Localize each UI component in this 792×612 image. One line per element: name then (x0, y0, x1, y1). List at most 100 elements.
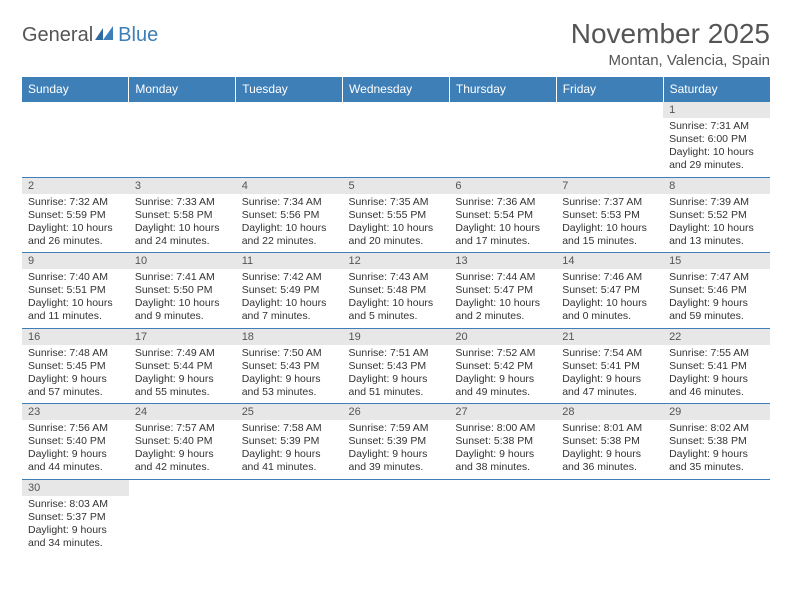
weekday-header: Wednesday (343, 77, 450, 102)
day-number-cell: 2 (22, 177, 129, 194)
weekday-header: Saturday (663, 77, 770, 102)
sunset-text: Sunset: 5:41 PM (669, 360, 764, 373)
sunrise-text: Sunrise: 7:31 AM (669, 120, 764, 133)
daylight-text: Daylight: 9 hours and 38 minutes. (455, 448, 550, 474)
day-number-cell: 9 (22, 253, 129, 270)
day-number-cell: 8 (663, 177, 770, 194)
sunset-text: Sunset: 5:41 PM (562, 360, 657, 373)
day-content-cell: Sunrise: 7:40 AMSunset: 5:51 PMDaylight:… (22, 269, 129, 328)
sunset-text: Sunset: 5:48 PM (349, 284, 444, 297)
daylight-text: Daylight: 10 hours and 11 minutes. (28, 297, 123, 323)
day-content-cell: Sunrise: 7:39 AMSunset: 5:52 PMDaylight:… (663, 194, 770, 253)
day-number-cell: 24 (129, 404, 236, 421)
daylight-text: Daylight: 9 hours and 36 minutes. (562, 448, 657, 474)
day-content-cell: Sunrise: 7:52 AMSunset: 5:42 PMDaylight:… (449, 345, 556, 404)
day-number-cell: 27 (449, 404, 556, 421)
sunrise-text: Sunrise: 8:02 AM (669, 422, 764, 435)
day-content-cell: Sunrise: 8:01 AMSunset: 5:38 PMDaylight:… (556, 420, 663, 479)
day-number-cell (556, 479, 663, 496)
sunset-text: Sunset: 5:38 PM (455, 435, 550, 448)
day-number-cell: 25 (236, 404, 343, 421)
sunrise-text: Sunrise: 7:58 AM (242, 422, 337, 435)
sunset-text: Sunset: 5:55 PM (349, 209, 444, 222)
sunrise-text: Sunrise: 7:46 AM (562, 271, 657, 284)
day-number-cell (129, 479, 236, 496)
sunrise-text: Sunrise: 7:59 AM (349, 422, 444, 435)
sunrise-text: Sunrise: 7:55 AM (669, 347, 764, 360)
sunrise-text: Sunrise: 7:44 AM (455, 271, 550, 284)
day-number-cell (449, 479, 556, 496)
day-content-cell: Sunrise: 7:35 AMSunset: 5:55 PMDaylight:… (343, 194, 450, 253)
day-number-cell: 21 (556, 328, 663, 345)
sunrise-text: Sunrise: 7:51 AM (349, 347, 444, 360)
daylight-text: Daylight: 9 hours and 35 minutes. (669, 448, 764, 474)
day-content-cell: Sunrise: 8:02 AMSunset: 5:38 PMDaylight:… (663, 420, 770, 479)
day-content-row: Sunrise: 7:32 AMSunset: 5:59 PMDaylight:… (22, 194, 770, 253)
daylight-text: Daylight: 10 hours and 29 minutes. (669, 146, 764, 172)
sunset-text: Sunset: 5:59 PM (28, 209, 123, 222)
sunset-text: Sunset: 5:54 PM (455, 209, 550, 222)
day-number-cell (236, 479, 343, 496)
day-number-cell: 28 (556, 404, 663, 421)
sunrise-text: Sunrise: 7:40 AM (28, 271, 123, 284)
sunrise-text: Sunrise: 7:47 AM (669, 271, 764, 284)
day-number-cell (129, 102, 236, 119)
weekday-header: Friday (556, 77, 663, 102)
day-content-cell: Sunrise: 7:47 AMSunset: 5:46 PMDaylight:… (663, 269, 770, 328)
daylight-text: Daylight: 9 hours and 41 minutes. (242, 448, 337, 474)
daylight-text: Daylight: 9 hours and 59 minutes. (669, 297, 764, 323)
day-number-cell (449, 102, 556, 119)
sunrise-text: Sunrise: 7:43 AM (349, 271, 444, 284)
day-number-cell: 29 (663, 404, 770, 421)
sunset-text: Sunset: 5:37 PM (28, 511, 123, 524)
weekday-header: Thursday (449, 77, 556, 102)
daylight-text: Daylight: 9 hours and 44 minutes. (28, 448, 123, 474)
sunset-text: Sunset: 5:40 PM (135, 435, 230, 448)
title-block: November 2025 Montan, Valencia, Spain (571, 18, 770, 69)
logo-text-blue: Blue (118, 24, 158, 47)
sunrise-text: Sunrise: 7:41 AM (135, 271, 230, 284)
sunset-text: Sunset: 5:47 PM (455, 284, 550, 297)
day-number-cell: 11 (236, 253, 343, 270)
day-number-row: 2345678 (22, 177, 770, 194)
day-number-cell: 19 (343, 328, 450, 345)
day-number-cell: 3 (129, 177, 236, 194)
day-number-cell: 17 (129, 328, 236, 345)
sunset-text: Sunset: 5:42 PM (455, 360, 550, 373)
day-number-cell: 18 (236, 328, 343, 345)
day-content-cell (129, 118, 236, 177)
daylight-text: Daylight: 10 hours and 20 minutes. (349, 222, 444, 248)
day-content-cell (556, 496, 663, 555)
day-content-cell (449, 118, 556, 177)
day-number-cell: 1 (663, 102, 770, 119)
flag-icon (95, 26, 117, 45)
day-number-cell: 23 (22, 404, 129, 421)
daylight-text: Daylight: 10 hours and 15 minutes. (562, 222, 657, 248)
day-number-cell: 5 (343, 177, 450, 194)
sunset-text: Sunset: 5:56 PM (242, 209, 337, 222)
day-number-cell: 4 (236, 177, 343, 194)
sunrise-text: Sunrise: 7:35 AM (349, 196, 444, 209)
day-number-cell: 14 (556, 253, 663, 270)
day-content-cell: Sunrise: 7:50 AMSunset: 5:43 PMDaylight:… (236, 345, 343, 404)
sunset-text: Sunset: 5:45 PM (28, 360, 123, 373)
daylight-text: Daylight: 9 hours and 34 minutes. (28, 524, 123, 550)
day-content-cell (236, 118, 343, 177)
day-content-cell: Sunrise: 7:37 AMSunset: 5:53 PMDaylight:… (556, 194, 663, 253)
sunrise-text: Sunrise: 8:00 AM (455, 422, 550, 435)
day-content-cell: Sunrise: 7:55 AMSunset: 5:41 PMDaylight:… (663, 345, 770, 404)
sunset-text: Sunset: 5:39 PM (349, 435, 444, 448)
day-content-cell: Sunrise: 7:43 AMSunset: 5:48 PMDaylight:… (343, 269, 450, 328)
location-text: Montan, Valencia, Spain (571, 52, 770, 69)
sunrise-text: Sunrise: 7:34 AM (242, 196, 337, 209)
day-number-cell: 16 (22, 328, 129, 345)
daylight-text: Daylight: 9 hours and 55 minutes. (135, 373, 230, 399)
month-title: November 2025 (571, 18, 770, 50)
sunset-text: Sunset: 5:38 PM (562, 435, 657, 448)
sunrise-text: Sunrise: 7:56 AM (28, 422, 123, 435)
day-content-cell: Sunrise: 7:49 AMSunset: 5:44 PMDaylight:… (129, 345, 236, 404)
day-content-cell: Sunrise: 7:58 AMSunset: 5:39 PMDaylight:… (236, 420, 343, 479)
day-number-cell: 10 (129, 253, 236, 270)
sunrise-text: Sunrise: 7:48 AM (28, 347, 123, 360)
sunrise-text: Sunrise: 7:37 AM (562, 196, 657, 209)
